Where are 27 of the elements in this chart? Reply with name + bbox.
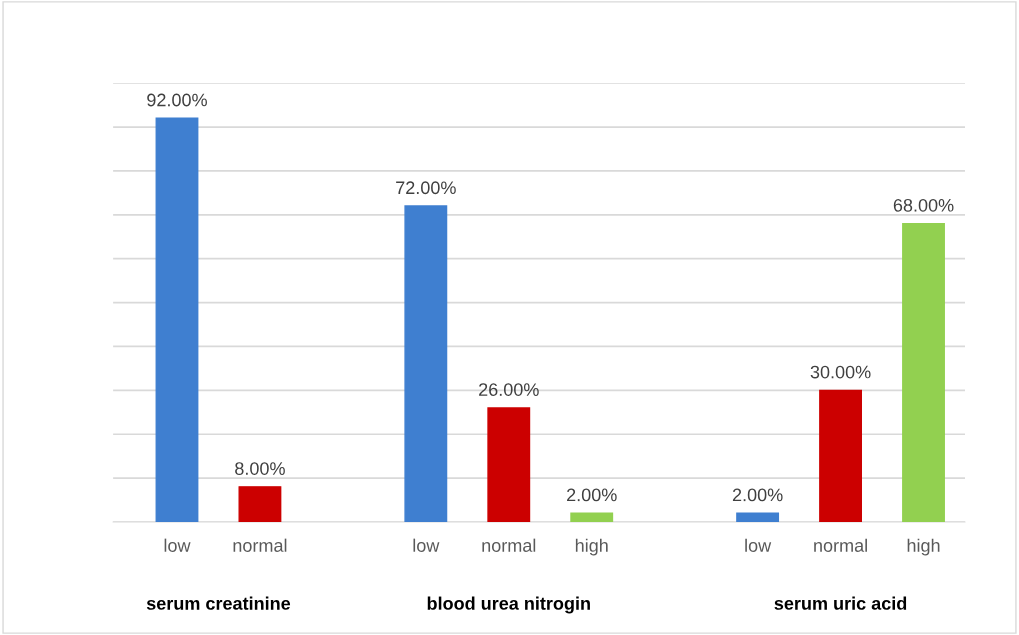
x-tick-label: high xyxy=(907,538,940,556)
data-label: 68.00% xyxy=(893,198,954,212)
x-tick-label: normal xyxy=(814,538,867,552)
data-label: 2.00% xyxy=(567,488,617,502)
text: blood urea nitrogin xyxy=(427,596,590,614)
bar xyxy=(155,117,199,522)
x-tick-label: low xyxy=(413,538,440,552)
bar xyxy=(487,407,531,522)
data-label: 8.00% xyxy=(235,462,285,475)
bar xyxy=(736,512,780,522)
data-label: 30.00% xyxy=(810,365,871,379)
bar xyxy=(404,205,448,522)
text: serum creatinine xyxy=(146,596,291,610)
bar xyxy=(238,486,282,522)
data-label: 72.00% xyxy=(396,181,456,195)
data-label: 92.00% xyxy=(147,93,207,107)
text: serum uric acid xyxy=(774,596,907,610)
bar xyxy=(902,222,945,522)
x-tick-label: normal xyxy=(233,538,287,552)
x-tick-label: normal xyxy=(482,538,536,552)
data-label: 26.00% xyxy=(479,383,539,396)
x-tick-label: high xyxy=(575,538,608,556)
x-tick-label: low xyxy=(164,538,191,552)
x-tick-label: low xyxy=(745,538,772,552)
bar xyxy=(570,512,614,522)
bar xyxy=(819,389,863,522)
data-label: 2.00% xyxy=(732,488,783,502)
